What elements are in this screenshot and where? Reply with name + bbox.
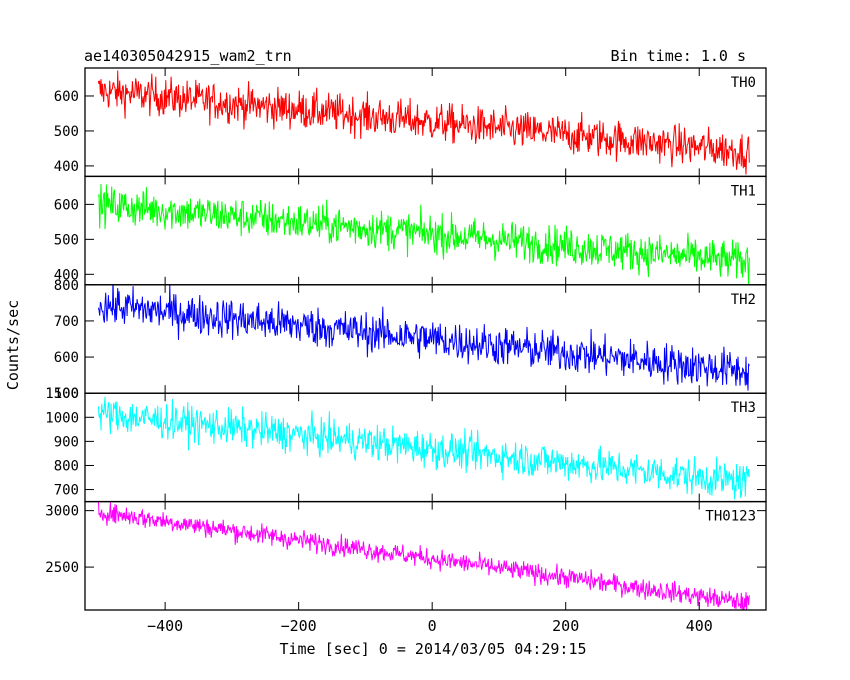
y-tick-label: 600	[54, 89, 79, 105]
y-tick-label: 800	[54, 278, 79, 294]
panel-th1: 400 500 600 TH1	[54, 175, 767, 286]
series-line-th3	[97, 396, 750, 500]
panel-th0: 400 500 600 TH0	[54, 67, 767, 178]
chart-title: ae140305042915_wam2_trn	[84, 47, 292, 65]
y-tick-label: 3000	[45, 504, 79, 520]
series-line-th1	[97, 183, 750, 285]
y-tick-label: 500	[54, 386, 79, 402]
panel-th0123: 2500 3000 TH0123	[45, 500, 767, 611]
series-label-th2: TH2	[731, 292, 756, 308]
series-line-th0	[97, 70, 750, 175]
y-tick-label: 2500	[45, 560, 79, 576]
y-tick-label: 400	[54, 267, 79, 283]
x-tick-label: 200	[552, 617, 579, 635]
series-label-th1: TH1	[731, 183, 756, 199]
y-axis-label: Counts/sec	[4, 300, 22, 390]
series-line-th2	[97, 284, 750, 391]
y-tick-label: 900	[54, 434, 79, 450]
y-tick-label: 1000	[45, 410, 79, 426]
y-tick-label: 500	[54, 232, 79, 248]
y-tick-label: 700	[54, 314, 79, 330]
x-tick-label: −200	[281, 617, 317, 635]
y-tick-label: 600	[54, 197, 79, 213]
y-tick-label: 400	[54, 159, 79, 175]
y-tick-label: 800	[54, 458, 79, 474]
panel-frame	[84, 175, 767, 286]
chart-subtitle: Bin time: 1.0 s	[611, 47, 746, 65]
series-label-th3: TH3	[731, 400, 756, 416]
panel-th2: 500 600 700 800 TH2	[54, 278, 767, 402]
y-tick-label: 600	[54, 350, 79, 366]
y-tick-label: 700	[54, 483, 79, 499]
panels: 400 500 600 TH0 400 500 600 TH1 500 600 700 800 TH2 7…	[45, 67, 767, 635]
panel-th3: 700 800 900 1000 1100 TH3	[45, 386, 767, 503]
x-axis-label: Time [sec] 0 = 2014/03/05 04:29:15	[279, 640, 586, 658]
y-tick-label: 1100	[45, 386, 79, 402]
x-tick-label: 0	[428, 617, 437, 635]
series-label-th0: TH0	[731, 75, 756, 91]
series-line-th0123	[97, 501, 750, 611]
panel-frame	[84, 500, 767, 611]
series-label-th0123: TH0123	[705, 509, 756, 525]
x-tick-label: −400	[147, 617, 183, 635]
x-tick-label: 400	[686, 617, 713, 635]
y-tick-label: 500	[54, 124, 79, 140]
